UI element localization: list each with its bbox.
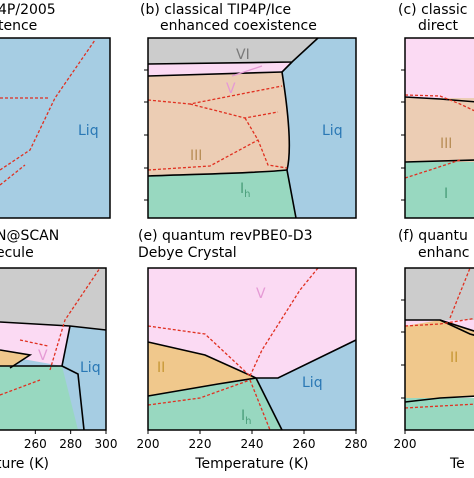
panel-d-frame — [0, 267, 107, 431]
panel-a-alt-boundary — [0, 164, 26, 186]
panel-d-boundary — [0, 349, 33, 369]
panel-e-label-Ih: Ih — [241, 408, 251, 427]
panel-f-alt-boundary — [449, 267, 471, 319]
panel-e-title-line1: (e) quantum revPBE0-D3 — [138, 228, 313, 244]
panel-e-alt-boundary — [147, 379, 251, 406]
panel-e-x-ticklabels: 200 220 240 260 280 — [137, 437, 368, 451]
panel-f-boundary — [404, 395, 474, 403]
panel-d-ice-VI-region — [0, 268, 106, 330]
panel-c-alt-boundary — [404, 94, 474, 112]
panel-d: N@SCAN ecule V Liq 260 280 300 ture (K) — [0, 228, 117, 472]
panel-b-label-Ih-subscript: h — [244, 189, 250, 200]
panel-e: (e) quantum revPBE0-D3 Debye Crystal V I… — [137, 228, 368, 472]
panel-c-title-line2: direct — [418, 18, 459, 34]
panel-b-boundary-V-III — [147, 71, 283, 77]
panel-b-label-Ih: Ih — [240, 181, 250, 200]
panel-b-label-liq: Liq — [322, 123, 343, 139]
panel-d-label-liq: Liq — [80, 360, 101, 376]
panel-b-alt-boundary — [244, 117, 288, 169]
panel-a-frame — [0, 37, 111, 219]
panel-c-label-I: I — [444, 186, 448, 202]
panel-f-title-line1: (f) quantu — [398, 228, 468, 244]
panel-e-x-ticklabel: 280 — [345, 437, 368, 451]
panel-c-title-line1: (c) classic — [398, 2, 467, 18]
panel-b-label-V: V — [226, 81, 236, 97]
panel-d-x-ticklabel: 300 — [95, 437, 118, 451]
panel-e-x-ticklabel: 200 — [137, 437, 160, 451]
panel-a: 4P/2005 tence Liq — [0, 2, 111, 219]
panel-a-liquid-region — [0, 38, 110, 218]
panel-e-liquid-region — [256, 340, 356, 430]
panel-c-frame — [404, 37, 474, 219]
panel-e-x-axis-label: Temperature (K) — [194, 456, 308, 472]
panel-f-ice-Ih-region — [405, 398, 474, 430]
panel-d-boundary — [61, 325, 85, 431]
panel-e-x-ticklabel: 220 — [189, 437, 212, 451]
panel-e-boundary-V-liquid — [256, 339, 357, 379]
panel-e-title-line2: Debye Crystal — [138, 245, 237, 261]
panel-b-alt-boundary — [147, 139, 259, 171]
panel-c-ice-Ih-region — [405, 162, 474, 218]
panel-e-label-II: II — [157, 360, 165, 376]
panel-d-alt-boundary — [49, 267, 101, 371]
panel-e-x-ticklabel: 240 — [241, 437, 264, 451]
panel-c-ice-III-region — [405, 98, 474, 162]
panel-e-label-Ih-subscript: h — [245, 416, 251, 427]
panel-d-alt-boundary — [0, 379, 41, 396]
panel-d-ice-Ih-region — [0, 366, 78, 430]
panel-e-alt-boundary — [249, 379, 271, 431]
panel-f-ice-VI-region — [405, 268, 474, 320]
panel-f-x-axis-label: Te — [449, 456, 465, 472]
panel-a-title-line1: 4P/2005 — [0, 2, 56, 18]
panel-e-x-ticklabel: 260 — [293, 437, 316, 451]
panel-f-ice-II-region — [405, 320, 474, 400]
panel-c: (c) classic direct III I — [398, 2, 474, 219]
panel-b-boundary-solid-liquid — [281, 61, 297, 219]
panel-f-alt-boundary — [404, 403, 474, 409]
panel-c-boundary-III-Ih — [404, 159, 474, 163]
panel-d-x-ticklabel: 280 — [59, 437, 82, 451]
panel-f-boundary — [439, 319, 474, 336]
panel-b-frame — [147, 37, 357, 219]
panel-f-alt-boundary — [404, 317, 474, 327]
panel-e-boundary-Ih-liquid — [255, 377, 283, 431]
panel-e-x-ticks — [147, 430, 357, 434]
panel-d-label-V: V — [38, 348, 48, 364]
panel-f-x-ticklabel: 200 — [394, 437, 417, 451]
panel-b-ice-VI-region — [148, 38, 318, 64]
panel-b-label-VI: VI — [236, 47, 250, 63]
panel-c-ice-V-region — [405, 38, 474, 98]
panel-d-title-line1: N@SCAN — [0, 228, 59, 244]
panel-b-ice-III-region — [148, 72, 290, 176]
panel-b-boundary-III-Ih — [147, 169, 288, 177]
panel-b-ice-Ih-region — [148, 170, 296, 218]
panel-b-alt-boundary — [231, 65, 263, 77]
panel-d-title-line2: ecule — [0, 245, 34, 261]
panel-d-x-ticklabel: 260 — [24, 437, 47, 451]
panel-d-x-axis-label: ture (K) — [0, 456, 49, 472]
panel-e-label-liq: Liq — [302, 375, 323, 391]
panel-e-boundary-V-II — [147, 341, 257, 379]
panel-b-title-line2: enhanced coexistence — [160, 18, 317, 34]
panel-a-title-line2: tence — [0, 18, 37, 34]
panel-c-label-III: III — [440, 136, 452, 152]
panel-f-title-line2: enhanc — [418, 245, 470, 261]
panel-f-label-II: II — [450, 350, 458, 366]
panel-d-x-ticklabels: 260 280 300 — [24, 437, 118, 451]
panel-b-title-line1: (b) classical TIP4P/Ice — [140, 2, 291, 18]
panel-e-alt-boundary — [147, 325, 251, 377]
panel-f-frame — [404, 267, 474, 431]
panel-e-label-V: V — [256, 286, 266, 302]
panel-b: (b) classical TIP4P/Ice enhanced coexist… — [140, 2, 357, 219]
panel-f: (f) quantu enhanc II 200 Te — [394, 228, 474, 472]
panel-b-label-III: III — [190, 148, 202, 164]
panel-a-label-liq: Liq — [78, 123, 99, 139]
panel-c-boundary-V-III — [404, 96, 474, 103]
panel-f-x-ticklabels: 200 — [394, 437, 417, 451]
panel-e-ice-II-region — [148, 342, 256, 396]
panel-c-alt-boundary — [404, 159, 461, 179]
panel-e-boundary-II-Ih — [147, 377, 257, 397]
panel-d-x-ticks — [34, 430, 107, 434]
